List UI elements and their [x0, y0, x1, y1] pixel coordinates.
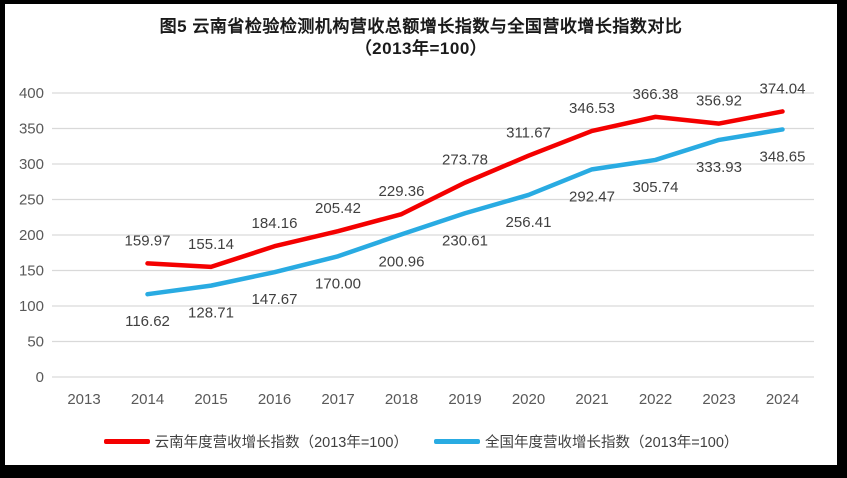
svg-text:50: 50	[27, 334, 44, 351]
national-legend-label: 全国年度营收增长指数（2013年=100）	[485, 435, 739, 451]
svg-text:184.16: 184.16	[252, 215, 298, 232]
national-line-swatch	[434, 439, 480, 444]
svg-text:346.53: 346.53	[569, 100, 615, 117]
chart-title-line2: （2013年=100）	[354, 39, 488, 58]
svg-text:400: 400	[19, 85, 44, 102]
svg-text:333.93: 333.93	[696, 159, 742, 176]
chart-legend: 云南年度营收增长指数（2013年=100） 全国年度营收增长指数（2013年=1…	[5, 431, 837, 452]
svg-text:150: 150	[19, 263, 44, 280]
svg-text:350: 350	[19, 121, 44, 138]
svg-text:292.47: 292.47	[569, 188, 615, 205]
svg-text:2019: 2019	[448, 391, 481, 408]
svg-text:2022: 2022	[639, 391, 672, 408]
svg-text:200: 200	[19, 227, 44, 244]
svg-text:2021: 2021	[575, 391, 608, 408]
svg-text:170.00: 170.00	[315, 275, 361, 292]
svg-text:2017: 2017	[321, 391, 354, 408]
svg-text:100: 100	[19, 298, 44, 315]
svg-text:229.36: 229.36	[379, 183, 425, 200]
svg-text:230.61: 230.61	[442, 232, 488, 249]
chart-canvas: 图5 云南省检验检测机构营收总额增长指数与全国营收增长指数对比 （2013年=1…	[5, 4, 837, 465]
legend-item-yunnan: 云南年度营收增长指数（2013年=100）	[103, 431, 408, 452]
yunnan-line-swatch	[103, 439, 150, 444]
svg-text:250: 250	[19, 192, 44, 209]
svg-text:348.65: 348.65	[760, 148, 806, 165]
line-chart: 0 50 100 150 200 250 300 350 400 2013 2014 2015 2016…	[19, 80, 814, 408]
svg-text:155.14: 155.14	[188, 236, 234, 253]
svg-text:256.41: 256.41	[506, 214, 552, 231]
svg-text:116.62: 116.62	[125, 313, 170, 330]
svg-text:2015: 2015	[194, 391, 227, 408]
legend-item-national: 全国年度营收增长指数（2013年=100）	[434, 431, 738, 452]
svg-text:273.78: 273.78	[442, 152, 488, 169]
svg-text:311.67: 311.67	[506, 125, 551, 142]
svg-text:0: 0	[36, 369, 44, 386]
svg-text:2023: 2023	[702, 391, 735, 408]
chart-title: 图5 云南省检验检测机构营收总额增长指数与全国营收增长指数对比 （2013年=1…	[5, 16, 837, 60]
svg-text:2016: 2016	[258, 391, 291, 408]
svg-text:159.97: 159.97	[125, 232, 171, 249]
svg-text:205.42: 205.42	[315, 200, 361, 217]
svg-text:2024: 2024	[766, 391, 799, 408]
svg-text:300: 300	[19, 156, 44, 173]
svg-text:147.67: 147.67	[252, 291, 298, 308]
svg-text:2018: 2018	[385, 391, 418, 408]
svg-text:2020: 2020	[512, 391, 545, 408]
svg-text:374.04: 374.04	[760, 80, 806, 97]
svg-text:200.96: 200.96	[379, 253, 425, 270]
chart-title-line1: 图5 云南省检验检测机构营收总额增长指数与全国营收增长指数对比	[159, 17, 683, 36]
svg-text:128.71: 128.71	[188, 305, 234, 322]
yunnan-legend-label: 云南年度营收增长指数（2013年=100）	[154, 435, 408, 451]
svg-text:2013: 2013	[67, 391, 100, 408]
svg-text:305.74: 305.74	[633, 179, 679, 196]
svg-text:356.92: 356.92	[696, 93, 742, 110]
svg-text:366.38: 366.38	[633, 86, 679, 103]
svg-text:2014: 2014	[131, 391, 164, 408]
